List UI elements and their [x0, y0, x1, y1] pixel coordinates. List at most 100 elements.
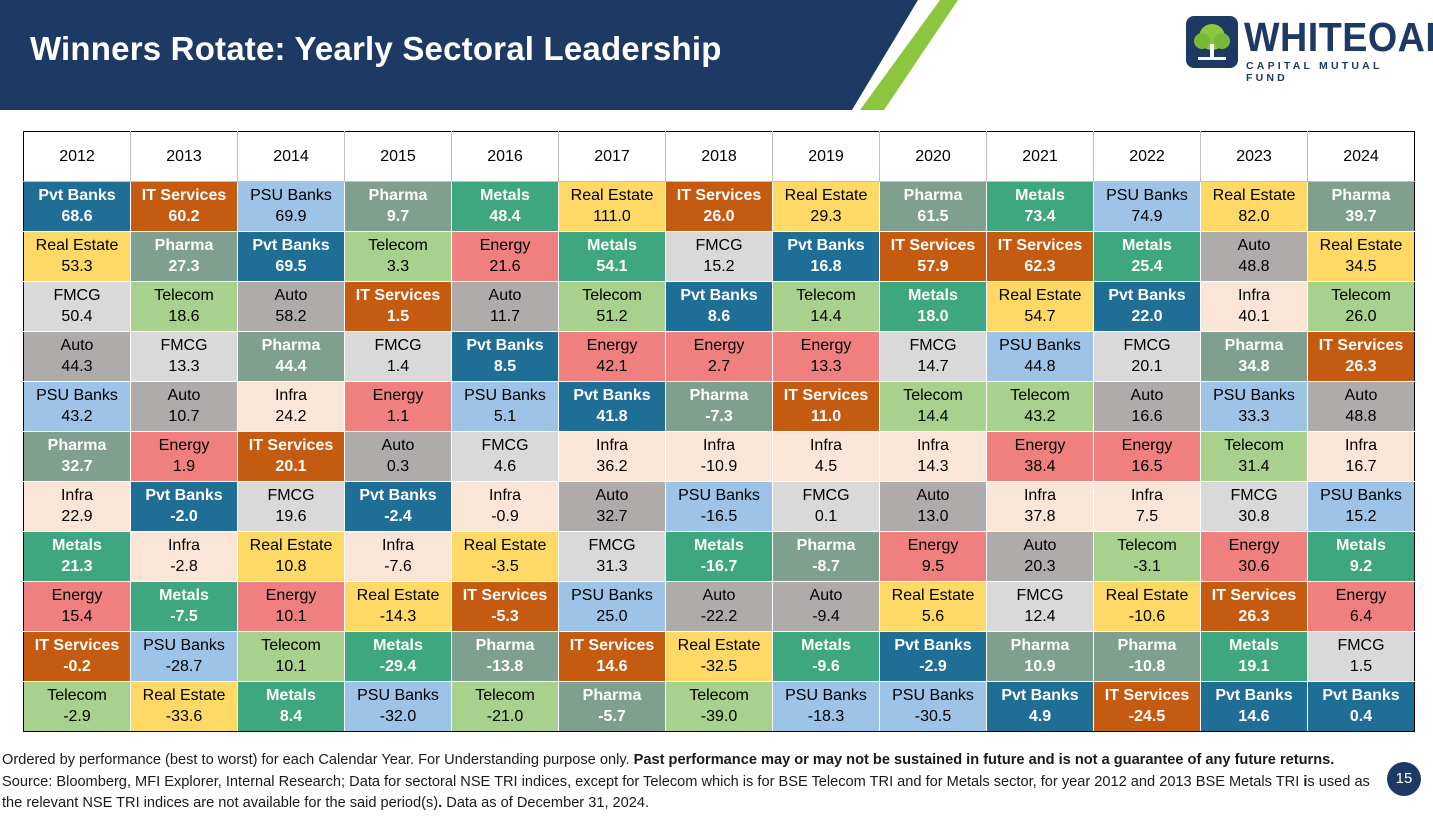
sector-name: Pharma — [796, 537, 856, 554]
sector-cell: PSU Banks 74.9 — [1093, 181, 1201, 232]
sector-name: Infra — [702, 437, 735, 454]
sector-return-value: 4.6 — [493, 458, 517, 475]
sector-return-value: 33.3 — [1238, 408, 1270, 425]
sector-name: FMCG — [481, 437, 529, 454]
sector-cell: IT Services 62.3 — [986, 231, 1094, 282]
sector-name: Pharma — [47, 437, 107, 454]
sector-name: Real Estate — [142, 687, 226, 704]
sector-return-value: -7.6 — [384, 558, 412, 575]
sector-name: Real Estate — [35, 237, 119, 254]
sector-name: Pvt Banks — [573, 387, 651, 404]
sector-cell: Energy 21.6 — [451, 231, 559, 282]
oak-tree-icon — [1186, 16, 1238, 68]
sector-cell: Real Estate 54.7 — [986, 281, 1094, 332]
sector-name: Pvt Banks — [1108, 287, 1186, 304]
sector-cell: PSU Banks 25.0 — [558, 581, 666, 632]
sector-return-value: 6.4 — [1349, 608, 1373, 625]
sector-cell: Infra 24.2 — [237, 381, 345, 432]
sector-return-value: -5.7 — [598, 708, 626, 725]
sector-return-value: 9.2 — [1349, 558, 1373, 575]
sector-return-value: 18.0 — [917, 308, 949, 325]
sector-cell: Telecom 18.6 — [130, 281, 238, 332]
whiteoak-logo: WHITEOAK CAPITAL MUTUAL FUND — [1186, 14, 1433, 84]
sector-return-value: 7.5 — [1135, 508, 1159, 525]
sector-cell: Telecom 10.1 — [237, 631, 345, 682]
sector-name: Telecom — [1224, 437, 1284, 454]
sector-cell: Telecom -21.0 — [451, 681, 559, 732]
sector-name: Pvt Banks — [787, 237, 865, 254]
sector-cell: Energy 30.6 — [1200, 531, 1308, 582]
year-header: 2015 — [344, 131, 452, 182]
sector-cell: Auto 16.6 — [1093, 381, 1201, 432]
sector-return-value: -14.3 — [379, 608, 417, 625]
sector-return-value: 20.1 — [1131, 358, 1163, 375]
sector-cell: Energy 16.5 — [1093, 431, 1201, 482]
sector-cell: Real Estate 34.5 — [1307, 231, 1415, 282]
sector-cell: FMCG 4.6 — [451, 431, 559, 482]
sector-name: Metals — [1336, 537, 1386, 554]
sector-return-value: 32.7 — [61, 458, 93, 475]
sector-cell: Telecom -39.0 — [665, 681, 773, 732]
logo-wordmark: WHITEOAK — [1244, 14, 1433, 60]
sector-return-value: -8.7 — [812, 558, 840, 575]
sector-return-value: -9.4 — [812, 608, 840, 625]
sector-cell: Pvt Banks -2.9 — [879, 631, 987, 682]
footnote-disclaimer: Past performance may or may not be susta… — [633, 752, 1335, 768]
sector-cell: Auto 58.2 — [237, 281, 345, 332]
sector-name: Pharma — [475, 637, 535, 654]
sector-return-value: -10.6 — [1128, 608, 1166, 625]
sector-return-value: 27.3 — [168, 258, 200, 275]
sector-return-value: -2.9 — [919, 658, 947, 675]
sector-name: Pvt Banks — [894, 637, 972, 654]
sector-return-value: -21.0 — [486, 708, 524, 725]
sector-cell: Infra -10.9 — [665, 431, 773, 482]
sector-return-value: 24.2 — [275, 408, 307, 425]
sector-name: Energy — [800, 337, 852, 354]
sector-return-value: 73.4 — [1024, 208, 1056, 225]
sector-name: Infra — [595, 437, 628, 454]
sector-name: FMCG — [1016, 587, 1064, 604]
sector-name: IT Services — [1211, 587, 1297, 604]
year-header: 2014 — [237, 131, 345, 182]
sector-cell: Pharma 39.7 — [1307, 181, 1415, 232]
sector-cell: Telecom 51.2 — [558, 281, 666, 332]
sector-cell: Pvt Banks -2.4 — [344, 481, 452, 532]
sector-cell: Pvt Banks 14.6 — [1200, 681, 1308, 732]
sector-return-value: -32.0 — [379, 708, 417, 725]
sector-return-value: 15.2 — [1345, 508, 1377, 525]
sector-name: Pharma — [582, 687, 642, 704]
sector-return-value: 15.2 — [703, 258, 735, 275]
sector-cell: Energy 1.9 — [130, 431, 238, 482]
sector-name: Metals — [1122, 237, 1172, 254]
sector-return-value: 10.9 — [1024, 658, 1056, 675]
year-header-row: 2012 2013 2014 2015 2016 2017 2018 2019 2020 2021… — [23, 131, 1415, 182]
sector-name: Telecom — [475, 687, 535, 704]
sector-name: Metals — [694, 537, 744, 554]
sector-name: PSU Banks — [36, 387, 118, 404]
sector-return-value: 14.3 — [917, 458, 949, 475]
sector-name: FMCG — [1123, 337, 1171, 354]
sector-cell: Infra 36.2 — [558, 431, 666, 482]
sector-name: Telecom — [582, 287, 642, 304]
sector-return-value: 18.6 — [168, 308, 200, 325]
sector-cell: Telecom 14.4 — [879, 381, 987, 432]
sector-cell: Pharma 34.8 — [1200, 331, 1308, 382]
sector-cell: PSU Banks -32.0 — [344, 681, 452, 732]
sector-return-value: 111.0 — [593, 208, 631, 225]
sector-return-value: 12.4 — [1024, 608, 1056, 625]
sector-name: Pvt Banks — [1001, 687, 1079, 704]
sector-cell: Metals -16.7 — [665, 531, 773, 582]
sector-name: PSU Banks — [1106, 187, 1188, 204]
sector-return-value: 74.9 — [1131, 208, 1163, 225]
banner-navy-shape — [0, 0, 918, 110]
sector-cell: Pvt Banks 16.8 — [772, 231, 880, 282]
sector-cell: IT Services 60.2 — [130, 181, 238, 232]
rank-row: Energy 15.4 Metals -7.5 Energy 10.1 Real Estat… — [23, 581, 1415, 632]
sector-return-value: 8.5 — [493, 358, 517, 375]
sector-name: Infra — [488, 487, 521, 504]
sector-cell: Real Estate 29.3 — [772, 181, 880, 232]
sector-cell: Energy 38.4 — [986, 431, 1094, 482]
sector-cell: Real Estate -32.5 — [665, 631, 773, 682]
sector-return-value: 22.9 — [61, 508, 93, 525]
sector-cell: Real Estate 111.0 — [558, 181, 666, 232]
